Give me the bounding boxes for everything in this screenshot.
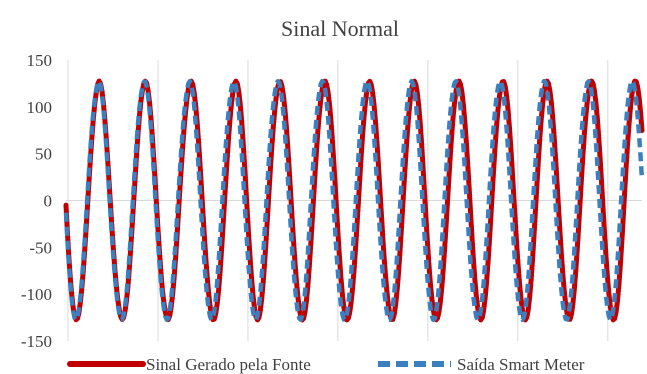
y-axis-tick-labels: 150 100 50 0 -50 -100 -150 <box>21 51 52 351</box>
series-line-1 <box>63 78 645 323</box>
series-group <box>63 78 645 323</box>
legend-item-sinal-gerado: Sinal Gerado pela Fonte <box>67 355 311 374</box>
y-tick-label: -50 <box>29 238 52 257</box>
y-tick-label: -150 <box>21 332 52 351</box>
legend-label-sinal-gerado: Sinal Gerado pela Fonte <box>146 355 311 374</box>
y-tick-label: 50 <box>35 145 52 164</box>
chart-title: Sinal Normal <box>281 16 399 41</box>
legend-label-saida-smart-meter: Saída Smart Meter <box>457 355 585 374</box>
legend: Sinal Gerado pela Fonte Saída Smart Mete… <box>67 355 585 374</box>
y-tick-label: -100 <box>21 285 52 304</box>
y-tick-label: 0 <box>44 192 53 211</box>
y-tick-label: 100 <box>27 98 53 117</box>
y-tick-label: 150 <box>27 51 53 70</box>
legend-item-saida-smart-meter: Saída Smart Meter <box>378 355 585 374</box>
